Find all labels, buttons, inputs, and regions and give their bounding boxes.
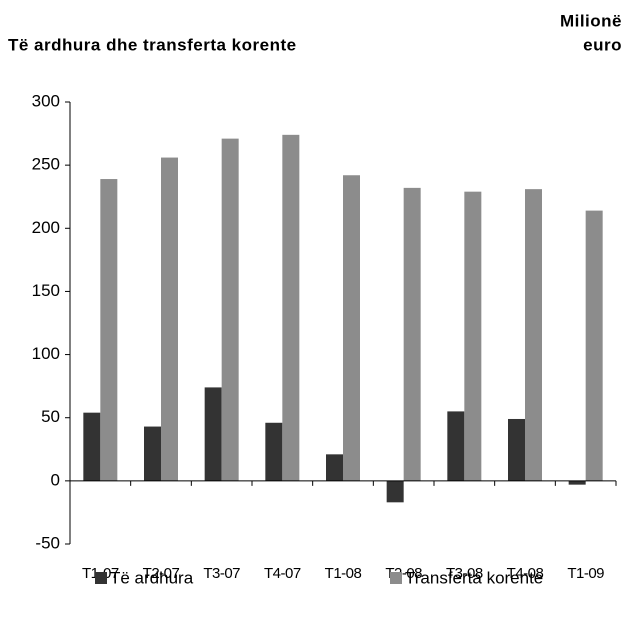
bar — [265, 422, 283, 481]
x-tick-label: T1-09 — [567, 565, 604, 582]
bar — [326, 454, 343, 481]
bar — [403, 187, 421, 481]
bar — [525, 189, 542, 481]
x-tick-label: T4-08 — [507, 565, 544, 582]
y-tick-label: 0 — [51, 470, 60, 489]
x-tick-label: T1-08 — [325, 565, 362, 582]
y-tick-label: 100 — [32, 344, 60, 363]
unit-label: euro — [583, 35, 622, 54]
x-tick-label: T3-07 — [203, 565, 240, 582]
y-tick-label: 50 — [41, 407, 60, 426]
bar — [282, 134, 300, 481]
bar — [83, 412, 101, 481]
bar — [343, 175, 360, 481]
y-tick-label: 150 — [32, 281, 60, 300]
legend-swatch — [390, 572, 402, 584]
bar — [221, 138, 239, 481]
bar — [161, 157, 178, 481]
x-tick-label: T3-08 — [446, 565, 483, 582]
bar — [144, 426, 161, 481]
y-tick-label: 300 — [32, 91, 60, 110]
bar — [386, 480, 404, 503]
bar — [464, 191, 482, 481]
y-tick-label: -50 — [35, 533, 60, 552]
bar — [447, 411, 465, 481]
bar — [204, 387, 222, 481]
chart-title: Të ardhura dhe transferta korente — [8, 35, 297, 54]
bar — [100, 179, 118, 481]
x-tick-label: T2-07 — [143, 565, 180, 582]
legend-label: Të ardhura — [110, 568, 194, 587]
x-tick-label: T4-07 — [264, 565, 301, 582]
bar — [568, 480, 586, 485]
bar — [585, 210, 603, 481]
legend-label: Transferta korente — [405, 568, 543, 587]
bar — [508, 418, 525, 481]
legend-swatch — [95, 572, 107, 584]
y-tick-label: 250 — [32, 155, 60, 174]
y-tick-label: 200 — [32, 218, 60, 237]
unit-label: Milionë — [560, 11, 622, 30]
